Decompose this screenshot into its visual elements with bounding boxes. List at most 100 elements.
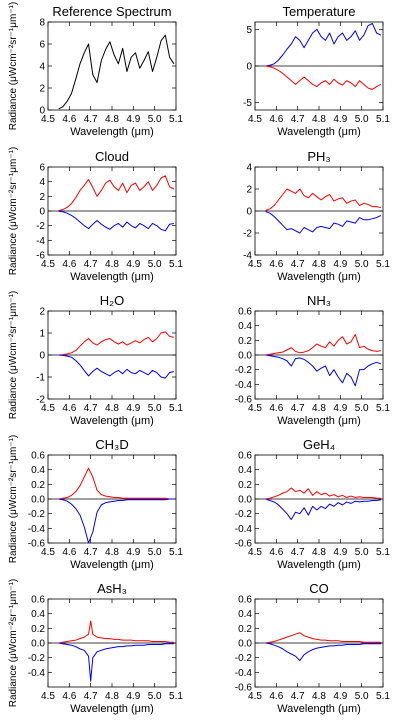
- x-axis-label: Wavelength (μm): [70, 559, 154, 571]
- chart-panel-8: GeH₄ 4.5 4.6 4.7 4.8 4.9 5.0 5.1 -0.6 -0.4 -0.2 0.0…: [235, 437, 391, 571]
- x-tick-label: 4.5: [41, 259, 55, 270]
- y-tick-label: -0.4: [235, 380, 253, 391]
- series-line-1: [58, 34, 175, 110]
- chart-title: H₂O: [100, 293, 125, 308]
- y-axis-label: Radiance (μWcm⁻²sr⁻¹μm⁻¹): [8, 579, 19, 707]
- x-tick-label: 5.1: [169, 259, 183, 270]
- x-tick-label: 4.5: [41, 114, 55, 125]
- y-tick-label: 5: [246, 25, 252, 36]
- chart-panel-1: Reference Spectrum 4.5 4.6 4.7 4.8 4.9 5.0 5.1 0…: [8, 2, 183, 138]
- x-axis-label: Wavelength (μm): [277, 415, 361, 427]
- x-tick-label: 4.8: [105, 403, 119, 414]
- x-tick-label: 5.0: [355, 403, 369, 414]
- y-tick-label: 0.0: [238, 495, 252, 506]
- y-axis-label: Radiance (μWcm⁻²sr⁻¹μm⁻¹): [8, 147, 19, 275]
- y-tick-label: 0: [246, 62, 252, 73]
- series-line-2: [265, 211, 382, 234]
- x-tick-label: 4.6: [62, 691, 76, 702]
- x-tick-label: 4.8: [105, 691, 119, 702]
- y-tick-label: -6: [36, 251, 45, 262]
- y-axis-label: Radiance (μWcm⁻²sr⁻¹μm⁻¹): [8, 435, 19, 563]
- x-tick-label: 4.9: [126, 114, 140, 125]
- x-tick-label: 4.7: [84, 547, 98, 558]
- x-tick-label: 4.9: [126, 259, 140, 270]
- series-line-2: [265, 498, 381, 521]
- y-axis-label: Radiance (μWcm⁻²sr⁻¹μm⁻¹): [8, 291, 19, 419]
- x-tick-label: 4.9: [333, 691, 347, 702]
- x-tick-label: 4.5: [248, 114, 262, 125]
- x-axis-label: Wavelength (μm): [70, 415, 154, 427]
- x-tick-label: 5.1: [169, 403, 183, 414]
- chart-panel-6: NH₃ 4.5 4.6 4.7 4.8 4.9 5.0 5.1 -0.6 -0.4 -0.2 0.0 0…: [235, 293, 391, 427]
- series-line-1: [265, 487, 381, 500]
- x-tick-label: 5.0: [148, 259, 162, 270]
- x-tick-label: 4.6: [62, 259, 76, 270]
- y-tick-label: -4: [243, 251, 252, 262]
- series-line-2: [58, 210, 174, 232]
- series-line-1: [58, 467, 174, 500]
- x-tick-label: 5.1: [169, 114, 183, 125]
- x-tick-label: 4.6: [269, 114, 283, 125]
- y-tick-label: 0.2: [238, 624, 252, 635]
- y-tick-label: 0.6: [31, 595, 45, 606]
- y-tick-label: 0.0: [238, 351, 252, 362]
- x-tick-label: 5.1: [376, 403, 390, 414]
- series-line-1: [58, 175, 175, 212]
- y-tick-label: 2: [39, 192, 45, 203]
- y-tick-label: 0: [39, 351, 45, 362]
- x-tick-label: 5.0: [355, 691, 369, 702]
- y-tick-label: 4: [39, 177, 45, 188]
- x-tick-label: 4.5: [248, 547, 262, 558]
- y-tick-label: 0.2: [238, 480, 252, 491]
- x-tick-label: 4.9: [126, 691, 140, 702]
- chart-panel-5: H₂O 4.5 4.6 4.7 4.8 4.9 5.0 5.1 -2 -1 0 1 2 Wavelengt…: [8, 291, 183, 427]
- y-tick-label: 0.4: [238, 465, 252, 476]
- y-tick-label: 0.6: [238, 451, 252, 462]
- y-tick-label: 1: [39, 329, 45, 340]
- y-tick-label: -0.2: [235, 509, 253, 520]
- series-line-1: [265, 333, 381, 356]
- x-tick-label: 5.1: [376, 547, 390, 558]
- x-tick-label: 4.8: [312, 691, 326, 702]
- chart-panel-2: Temperature 4.5 4.6 4.7 4.8 4.9 5.0 5.1 -5 0 5 Wave…: [243, 4, 390, 138]
- x-tick-label: 4.7: [84, 691, 98, 702]
- y-tick-label: 0.6: [238, 307, 252, 318]
- x-tick-label: 4.6: [269, 403, 283, 414]
- series-line-2: [265, 354, 382, 387]
- x-tick-label: 4.7: [291, 259, 305, 270]
- x-tick-label: 4.6: [269, 547, 283, 558]
- y-tick-label: 4: [246, 163, 252, 174]
- x-tick-label: 4.7: [84, 114, 98, 125]
- y-tick-label: -0.4: [28, 524, 46, 535]
- x-tick-label: 4.8: [312, 403, 326, 414]
- y-tick-label: -2: [36, 395, 45, 406]
- y-tick-label: 0.2: [238, 336, 252, 347]
- x-axis-label: Wavelength (μm): [70, 703, 154, 715]
- y-tick-label: 6: [39, 40, 45, 51]
- x-tick-label: 4.7: [291, 403, 305, 414]
- y-tick-label: 0.4: [31, 465, 45, 476]
- y-tick-label: -0.2: [235, 653, 253, 664]
- y-tick-label: -0.6: [28, 539, 46, 550]
- series-line-2: [58, 354, 174, 379]
- chart-title: PH₃: [307, 149, 330, 164]
- x-tick-label: 4.9: [333, 403, 347, 414]
- y-tick-label: -2: [36, 221, 45, 232]
- x-tick-label: 4.7: [291, 114, 305, 125]
- chart-panel-7: CH₃D 4.5 4.6 4.7 4.8 4.9 5.0 5.1 -0.6 -0.4 -0.2 0.0…: [8, 435, 183, 571]
- x-tick-label: 5.0: [148, 547, 162, 558]
- y-tick-label: -0.2: [28, 509, 46, 520]
- y-tick-label: 0.2: [31, 480, 45, 491]
- x-tick-label: 5.0: [355, 259, 369, 270]
- x-tick-label: 4.9: [126, 547, 140, 558]
- y-tick-label: 0.6: [238, 595, 252, 606]
- x-tick-label: 5.1: [376, 259, 390, 270]
- y-tick-label: 8: [39, 18, 45, 29]
- series-line-1: [265, 632, 381, 644]
- chart-title: Temperature: [283, 4, 356, 19]
- chart-title: CO: [309, 581, 329, 596]
- y-tick-label: 0.4: [238, 321, 252, 332]
- x-axis-label: Wavelength (μm): [70, 271, 154, 283]
- y-tick-label: 0.0: [238, 639, 252, 650]
